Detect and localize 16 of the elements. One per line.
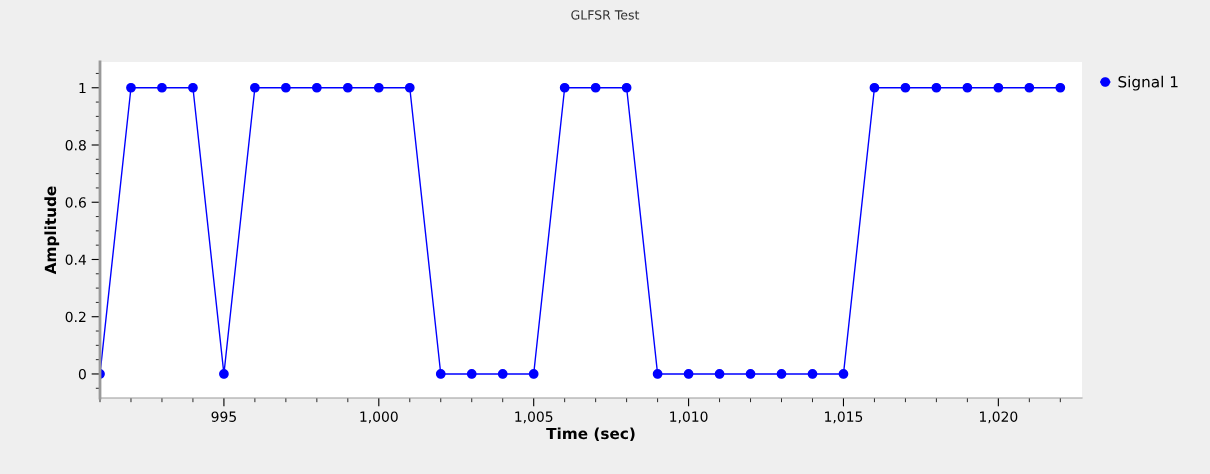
x-tick-label: 1,020: [980, 411, 1018, 424]
y-tick-label: 1: [79, 82, 86, 94]
x-tick-label: 1,005: [515, 411, 553, 424]
x-axis-title: Time (sec): [546, 427, 635, 442]
y-tick-label: 0.6: [65, 197, 86, 208]
y-tick-label: 0.8: [65, 139, 86, 151]
x-tick-label: 995: [211, 411, 236, 422]
y-tick-label: 0: [78, 368, 86, 380]
x-tick-label: 1,015: [825, 411, 863, 424]
x-tick-label: 1,010: [670, 411, 708, 424]
chart-title: GLFSR Test: [571, 10, 640, 20]
legend-label: Signal 1: [1118, 75, 1178, 91]
x-tick-label: 1,000: [360, 411, 398, 424]
y-tick-label: 0.2: [65, 311, 86, 323]
y-tick-label: 0.4: [65, 254, 87, 265]
y-axis-title: Amplitude: [44, 186, 60, 275]
